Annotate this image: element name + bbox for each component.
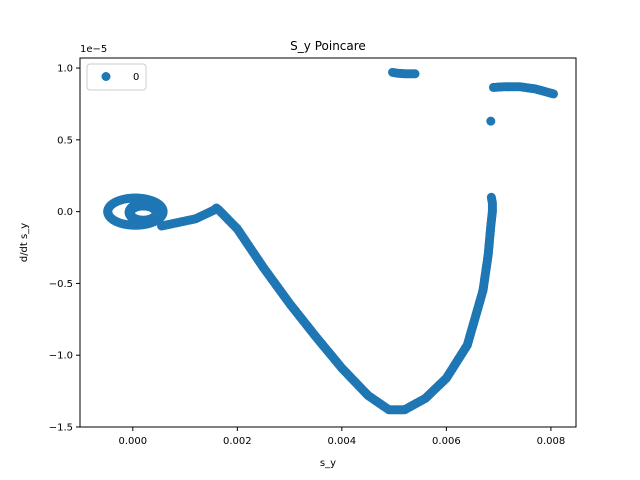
- scatter-point: [151, 209, 161, 219]
- scatter-point: [410, 69, 420, 79]
- y-tick-label: −1.0: [49, 351, 73, 362]
- chart-title: S_y Poincare: [290, 39, 366, 53]
- x-tick-label: 0.002: [223, 436, 252, 447]
- y-tick-label: −1.5: [49, 423, 73, 434]
- legend-marker: [101, 72, 111, 81]
- x-tick-label: 0.004: [328, 436, 357, 447]
- axes-frame: [79, 57, 577, 428]
- y-axis-label: d/dt s_y: [19, 223, 30, 262]
- scatter-point: [549, 89, 559, 99]
- y-tick-label: 1.0: [57, 64, 73, 75]
- scatter-point: [486, 192, 496, 202]
- scatter-points: [103, 67, 559, 415]
- x-tick-label: 0.008: [537, 436, 566, 447]
- x-axis-ticks: 0.000 0.002 0.004 0.006 0.008: [118, 427, 565, 447]
- legend-box: [86, 63, 147, 91]
- x-tick-label: 0.006: [432, 436, 461, 447]
- y-tick-label: 0.0: [57, 207, 73, 218]
- y-axis-ticks: −1.5 −1.0 −0.5 0.0 0.5 1.0: [49, 64, 80, 434]
- plot-area: [79, 57, 577, 428]
- x-tick-label: 0.000: [118, 436, 147, 447]
- legend: 0: [86, 63, 147, 91]
- y-tick-label: −0.5: [49, 279, 73, 290]
- x-axis-label: s_y: [320, 458, 336, 469]
- y-tick-label: 0.5: [57, 135, 73, 146]
- legend-label: 0: [133, 72, 139, 83]
- scatter-point: [486, 116, 496, 126]
- y-scale-offset-label: 1e−5: [80, 44, 107, 55]
